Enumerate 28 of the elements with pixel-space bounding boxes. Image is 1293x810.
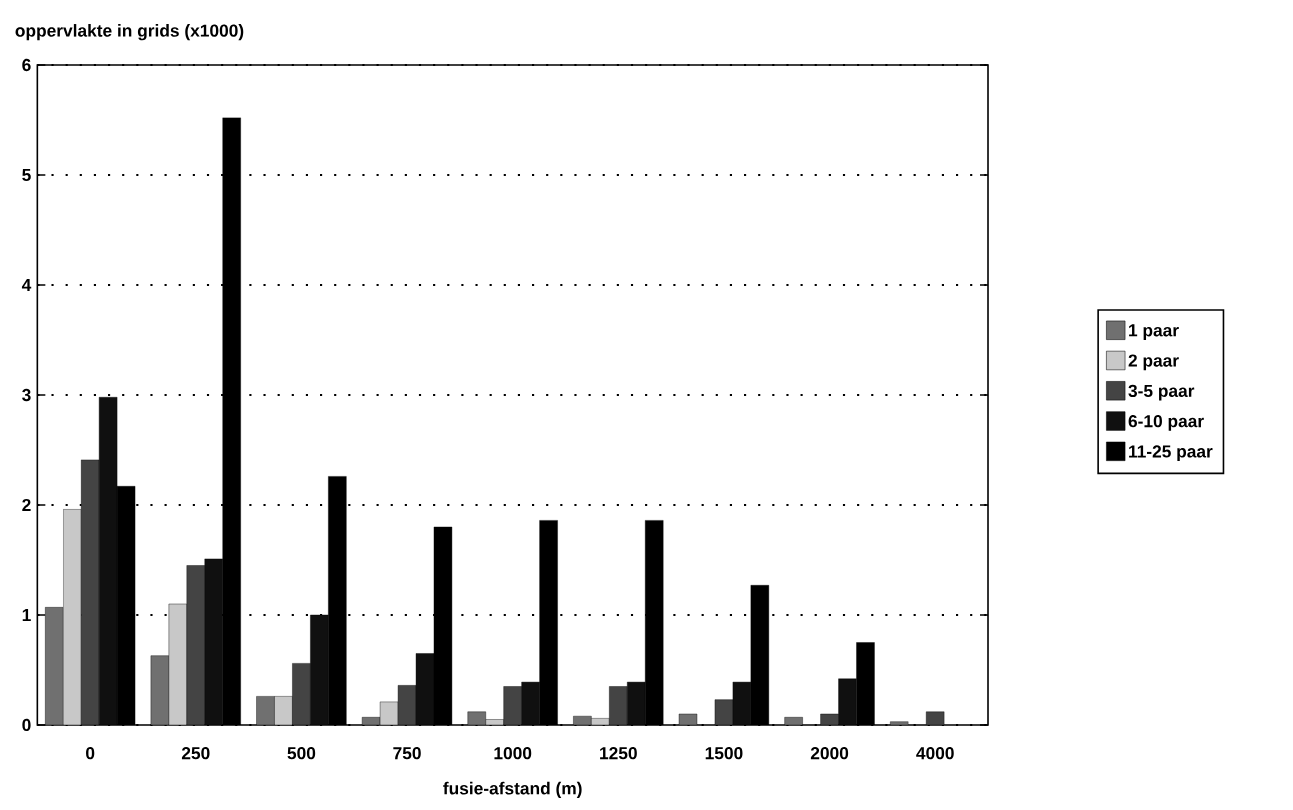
y-tick-label: 3 bbox=[22, 388, 31, 402]
y-tick-label: 4 bbox=[21, 279, 32, 291]
legend-label: 6-10 paar bbox=[1128, 415, 1204, 431]
x-tick-label: 1500 bbox=[705, 747, 743, 760]
legend-label: 1 paar bbox=[1129, 324, 1179, 340]
x-tick-label: 0 bbox=[86, 747, 95, 760]
bar bbox=[838, 678, 857, 725]
x-tick-label: 500 bbox=[287, 747, 316, 760]
y-axis-title: oppervlakte in grids (x1000) bbox=[15, 24, 244, 41]
x-tick-label: 250 bbox=[181, 747, 210, 760]
x-tick-label: 1250 bbox=[600, 747, 637, 760]
x-tick-label: 4000 bbox=[916, 747, 954, 760]
x-axis-title: fusie-afstand (m) bbox=[443, 781, 582, 798]
y-tick-label: 5 bbox=[22, 168, 31, 182]
bar bbox=[521, 681, 540, 725]
legend-label: 3-5 paar bbox=[1128, 384, 1195, 401]
legend-label: 2 paar bbox=[1128, 354, 1179, 371]
x-tick-label: 2000 bbox=[810, 747, 849, 760]
y-tick-label: 2 bbox=[22, 498, 31, 512]
y-tick-label: 6 bbox=[22, 58, 31, 72]
y-tick-label: 1 bbox=[22, 609, 31, 621]
y-tick-label: 0 bbox=[22, 718, 31, 732]
x-tick-label: 750 bbox=[393, 747, 421, 760]
bar bbox=[310, 614, 329, 725]
bar bbox=[204, 558, 223, 725]
legend-label: 11-25 paar bbox=[1129, 445, 1213, 462]
x-tick-label: 1000 bbox=[494, 747, 532, 760]
bar bbox=[627, 681, 646, 725]
